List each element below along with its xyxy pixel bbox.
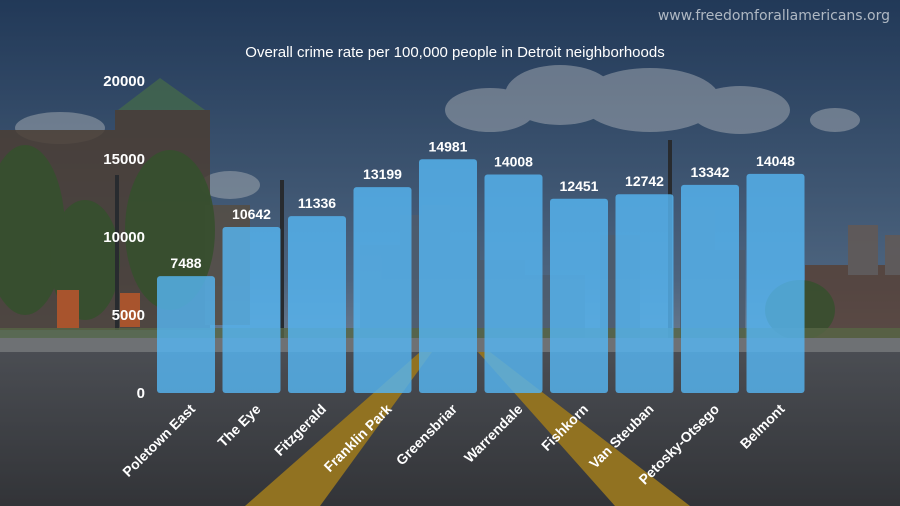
bar-value-label: 14008 bbox=[494, 153, 533, 169]
y-tick-label: 10000 bbox=[103, 229, 145, 246]
bar bbox=[222, 226, 281, 393]
y-tick-label: 20000 bbox=[103, 73, 145, 90]
bar bbox=[615, 194, 674, 393]
bar-value-label: 14981 bbox=[429, 138, 468, 154]
bar-value-label: 7488 bbox=[170, 255, 201, 271]
bar-value-label: 10642 bbox=[232, 206, 271, 222]
bar-value-label: 12451 bbox=[560, 178, 599, 194]
y-tick-label: 15000 bbox=[103, 151, 145, 168]
bar-value-label: 12742 bbox=[625, 173, 664, 189]
bar bbox=[681, 184, 739, 393]
watermark: www.freedomforallamericans.org bbox=[658, 8, 890, 24]
bar bbox=[746, 173, 805, 393]
y-axis-tick-labels: 0 5000 10000 15000 20000 bbox=[103, 73, 145, 402]
bar bbox=[419, 159, 477, 393]
bar bbox=[484, 174, 543, 393]
bar bbox=[157, 276, 215, 393]
y-tick-label: 5000 bbox=[112, 307, 145, 324]
bars bbox=[157, 159, 805, 393]
bar-value-label: 13342 bbox=[691, 164, 730, 180]
chart-title: Overall crime rate per 100,000 people in… bbox=[245, 44, 664, 61]
bar-value-label: 13199 bbox=[363, 166, 402, 182]
bar bbox=[550, 198, 608, 393]
bar bbox=[288, 216, 346, 393]
bar bbox=[353, 187, 412, 393]
bar-value-label: 11336 bbox=[298, 195, 336, 211]
y-tick-label: 0 bbox=[137, 385, 145, 402]
value-labels: 7488 10642 11336 13199 14981 14008 12451 12742 1… bbox=[170, 138, 795, 271]
bar-value-label: 14048 bbox=[756, 153, 795, 169]
